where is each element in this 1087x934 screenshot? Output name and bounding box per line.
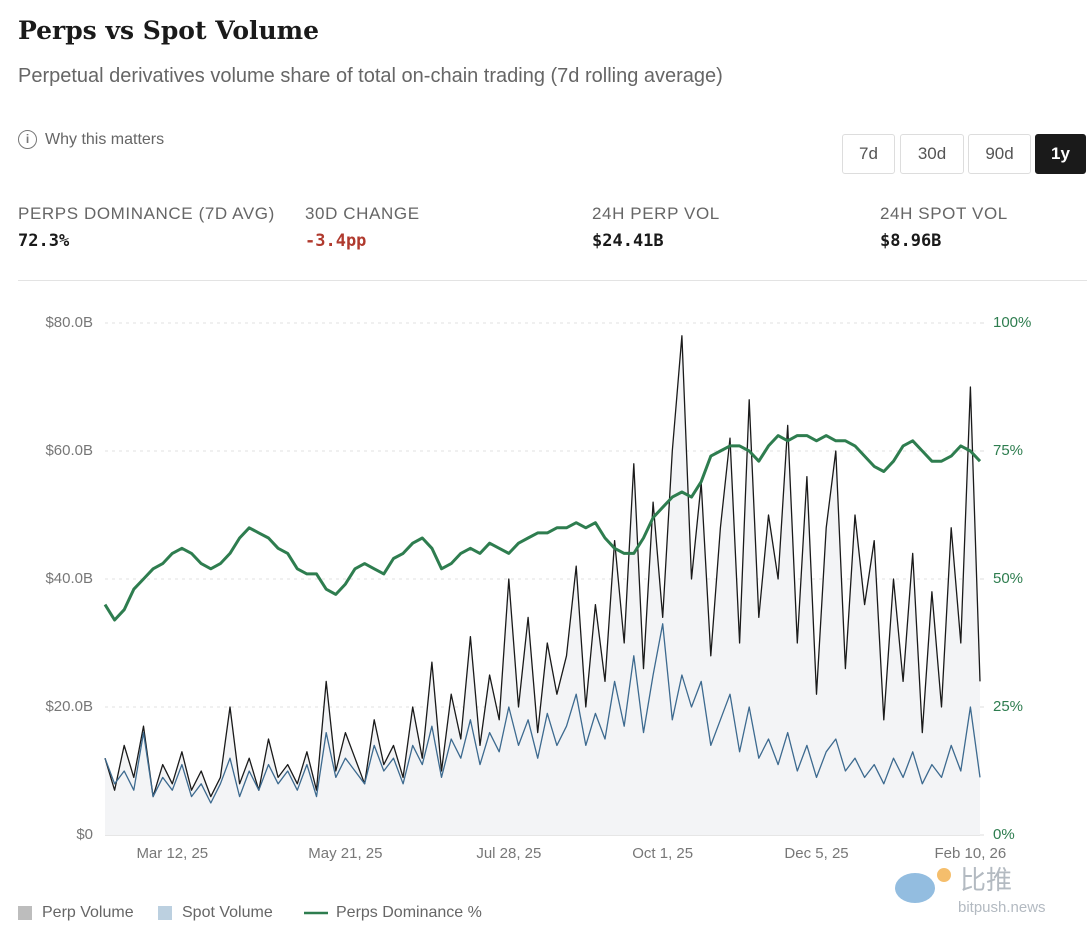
y-tick-label: $80.0B xyxy=(45,314,93,331)
watermark-site: bitpush.news xyxy=(958,899,1046,916)
range-button[interactable]: 7d xyxy=(842,134,895,174)
stat-value: 72.3% xyxy=(18,231,70,251)
stat-value: $8.96B xyxy=(880,231,942,251)
y-tick-label: $40.0B xyxy=(45,570,93,587)
info-icon: i xyxy=(18,130,37,149)
line xyxy=(103,434,982,622)
info-text: Why this matters xyxy=(45,130,165,148)
divider xyxy=(18,280,1087,281)
stat-label: 30D CHANGE xyxy=(305,204,420,223)
x-tick-label: Oct 1, 25 xyxy=(632,845,693,862)
legend-label: Perp Volume xyxy=(42,904,134,921)
line xyxy=(104,335,981,798)
watermark-text: 比推 xyxy=(960,865,1012,895)
stat-value: $24.41B xyxy=(592,231,664,251)
stat-value: -3.4pp xyxy=(305,231,367,251)
x-tick-label: Mar 12, 25 xyxy=(136,845,208,862)
range-button[interactable]: 90d xyxy=(968,134,1031,174)
x-tick-label: Jul 28, 25 xyxy=(476,845,541,862)
stat-label: PERPS DOMINANCE (7D AVG) xyxy=(18,204,275,223)
y-tick-label: $0 xyxy=(76,826,93,843)
x-tick-label: May 21, 25 xyxy=(308,845,382,862)
y-tick-label: $60.0B xyxy=(45,442,93,459)
y2-tick-label: 0% xyxy=(993,826,1015,843)
x-tick-label: Feb 10, 26 xyxy=(935,845,1007,862)
title: Perps vs Spot Volume xyxy=(18,16,320,45)
line xyxy=(104,623,981,804)
range-button[interactable]: 1y xyxy=(1035,134,1086,174)
legend-swatch xyxy=(18,906,32,920)
stat-label: 24H SPOT VOL xyxy=(880,204,1008,223)
watermark: 比推 bitpush.news xyxy=(895,865,1046,916)
subtitle: Perpetual derivatives volume share of to… xyxy=(18,65,723,87)
legend-label: Perps Dominance % xyxy=(336,904,482,921)
range-button[interactable]: 30d xyxy=(900,134,964,174)
legend-swatch xyxy=(158,906,172,920)
stat-label: 24H PERP VOL xyxy=(592,204,720,223)
y2-tick-label: 100% xyxy=(993,314,1031,331)
watermark-bird xyxy=(895,873,935,903)
y2-tick-label: 25% xyxy=(993,698,1023,715)
y-tick-label: $20.0B xyxy=(45,698,93,715)
watermark-coin xyxy=(937,868,951,882)
y2-tick-label: 75% xyxy=(993,442,1023,459)
x-tick-label: Dec 5, 25 xyxy=(784,845,848,862)
legend-label: Spot Volume xyxy=(182,904,273,921)
y2-tick-label: 50% xyxy=(993,570,1023,587)
info-link[interactable]: i Why this matters xyxy=(18,130,164,149)
